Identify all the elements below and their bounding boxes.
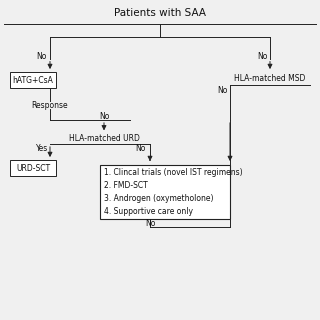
Text: Patients with SAA: Patients with SAA	[114, 8, 206, 18]
Text: No: No	[217, 86, 227, 95]
Text: No: No	[135, 143, 145, 153]
Text: No: No	[99, 111, 109, 121]
Text: URD-SCT: URD-SCT	[16, 164, 50, 172]
Text: Yes: Yes	[36, 143, 48, 153]
Text: 1. Clincal trials (novel IST regimens)
2. FMD-SCT
3. Androgen (oxymetholone)
4. : 1. Clincal trials (novel IST regimens) 2…	[104, 168, 243, 216]
FancyBboxPatch shape	[10, 72, 56, 88]
Text: HLA-matched MSD: HLA-matched MSD	[234, 74, 306, 83]
Text: No: No	[36, 52, 46, 60]
Text: No: No	[145, 220, 155, 228]
FancyBboxPatch shape	[100, 165, 230, 219]
Text: hATG+CsA: hATG+CsA	[12, 76, 53, 84]
FancyBboxPatch shape	[10, 160, 56, 176]
Text: Response: Response	[32, 101, 68, 110]
Text: HLA-matched URD: HLA-matched URD	[68, 134, 140, 143]
Text: No: No	[257, 52, 267, 60]
